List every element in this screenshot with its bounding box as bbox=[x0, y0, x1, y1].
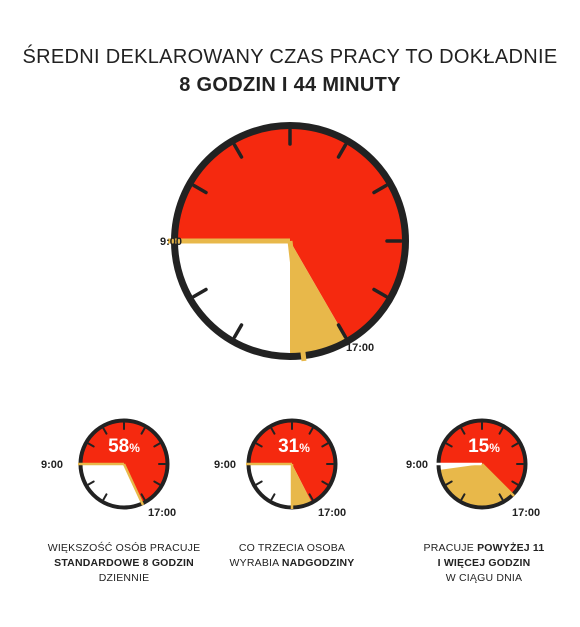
small-clock-1-ticks bbox=[87, 422, 166, 501]
main-clock-overtime-sector bbox=[290, 241, 348, 357]
caption-1-line-3: DZIENNIE bbox=[98, 572, 150, 584]
caption-2-line-2-bold: NADGODZINY bbox=[281, 557, 355, 569]
small-clock-2: 31% 9:00 17:00 bbox=[214, 418, 346, 519]
hour-tick bbox=[372, 183, 388, 195]
caption-1: WIĘKSZOŚĆ OSÓB PRACUJE STANDARDOWE 8 GOD… bbox=[34, 541, 214, 586]
small-clock-2-overtime-sector bbox=[292, 464, 312, 508]
hour-tick bbox=[445, 480, 453, 486]
hour-tick bbox=[321, 442, 329, 448]
small-clock-3-start-label: 9:00 bbox=[406, 459, 428, 471]
hour-tick bbox=[372, 287, 388, 299]
small-clock-2-white-sector bbox=[248, 464, 292, 508]
caption-2: CO TRZECIA OSOBA WYRABIA NADGODZINY bbox=[202, 541, 382, 571]
hour-tick bbox=[255, 442, 263, 448]
hour-tick bbox=[87, 442, 95, 448]
small-clock-2-start-label: 9:00 bbox=[214, 459, 236, 471]
hour-tick bbox=[498, 493, 504, 501]
small-clock-2-ticks bbox=[255, 422, 334, 501]
hour-tick bbox=[460, 427, 466, 435]
hour-tick bbox=[270, 493, 276, 501]
hour-tick bbox=[336, 323, 348, 339]
main-clock-ticks bbox=[192, 128, 403, 339]
small-clock-3-percent-sign: % bbox=[489, 441, 500, 455]
main-clock: 9:00 17:00 bbox=[160, 122, 409, 362]
hour-tick bbox=[255, 480, 263, 486]
hour-tick bbox=[232, 143, 244, 159]
small-clock-1-end-hand bbox=[122, 463, 145, 506]
hour-tick bbox=[511, 442, 519, 448]
small-clock-1: 58% 9:00 17:00 bbox=[41, 418, 176, 519]
small-clock-1-percent-value: 58 bbox=[108, 436, 129, 457]
hour-tick bbox=[87, 480, 95, 486]
hour-tick bbox=[511, 480, 519, 486]
hour-tick bbox=[460, 493, 466, 501]
small-clock-3-white-sector bbox=[438, 464, 482, 470]
hour-tick bbox=[140, 427, 146, 435]
hour-tick bbox=[153, 480, 161, 486]
caption-2-line-2-prefix: WYRABIA bbox=[229, 557, 282, 569]
main-clock-end-label: 17:00 bbox=[346, 342, 374, 354]
caption-3: PRACUJE POWYŻEJ 11 I WIĘCEJ GODZIN W CIĄ… bbox=[394, 541, 574, 586]
hour-tick bbox=[102, 427, 108, 435]
hour-tick bbox=[270, 427, 276, 435]
main-clock-red-sector bbox=[174, 125, 406, 342]
caption-1-line-1: WIĘKSZOŚĆ OSÓB PRACUJE bbox=[47, 542, 201, 554]
small-clock-1-end-label: 17:00 bbox=[148, 507, 176, 519]
small-clock-1-start-label: 9:00 bbox=[41, 459, 63, 471]
caption-3-line-3: W CIĄGU DNIA bbox=[445, 572, 523, 584]
hour-tick bbox=[445, 442, 453, 448]
caption-3-line-1-prefix: PRACUJE bbox=[423, 542, 478, 554]
small-clock-3-ticks bbox=[445, 422, 524, 501]
hour-tick bbox=[308, 493, 314, 501]
main-clock-start-label: 9:00 bbox=[160, 236, 182, 248]
hour-tick bbox=[140, 493, 146, 501]
small-clock-3-red-sector bbox=[438, 420, 526, 495]
small-clock-3-overtime-sector bbox=[439, 464, 513, 508]
small-clock-3-end-label: 17:00 bbox=[512, 507, 540, 519]
headline-line-1: ŚREDNI DEKLAROWANY CZAS PRACY TO DOKŁADN… bbox=[22, 46, 558, 68]
small-clock-3-percent-value: 15 bbox=[468, 436, 490, 457]
headline-line-2: 8 GODZIN I 44 MINUTY bbox=[179, 74, 401, 96]
small-clock-2-end-label: 17:00 bbox=[318, 507, 346, 519]
hour-tick bbox=[192, 287, 208, 299]
small-clock-2-percent-sign: % bbox=[299, 441, 310, 455]
hour-tick bbox=[102, 493, 108, 501]
small-clock-2-red-sector bbox=[248, 420, 336, 503]
main-clock-end-hand bbox=[287, 240, 307, 362]
small-clock-2-percent-value: 31 bbox=[278, 436, 300, 457]
small-clock-1-red-sector bbox=[80, 420, 168, 504]
hour-tick bbox=[321, 480, 329, 486]
hour-tick bbox=[308, 427, 314, 435]
main-clock-white-sector bbox=[174, 241, 290, 357]
hour-tick bbox=[192, 183, 208, 195]
small-clock-1-percent-sign: % bbox=[129, 441, 140, 455]
caption-3-line-1-bold: POWYŻEJ 11 bbox=[477, 542, 545, 554]
caption-3-line-2: I WIĘCEJ GODZIN bbox=[437, 557, 531, 569]
small-clock-2-percent: 31% bbox=[278, 436, 310, 457]
hour-tick bbox=[498, 427, 504, 435]
small-clock-3: 15% 9:00 17:00 bbox=[406, 418, 540, 519]
hour-tick bbox=[232, 323, 244, 339]
caption-1-line-2: STANDARDOWE 8 GODZIN bbox=[54, 557, 194, 569]
small-clock-1-percent: 58% bbox=[108, 436, 140, 457]
small-clock-3-end-hand bbox=[481, 463, 515, 497]
small-clock-3-percent: 15% bbox=[468, 436, 500, 457]
hour-tick bbox=[336, 143, 348, 159]
caption-2-line-1: CO TRZECIA OSOBA bbox=[238, 542, 346, 554]
hour-tick bbox=[153, 442, 161, 448]
